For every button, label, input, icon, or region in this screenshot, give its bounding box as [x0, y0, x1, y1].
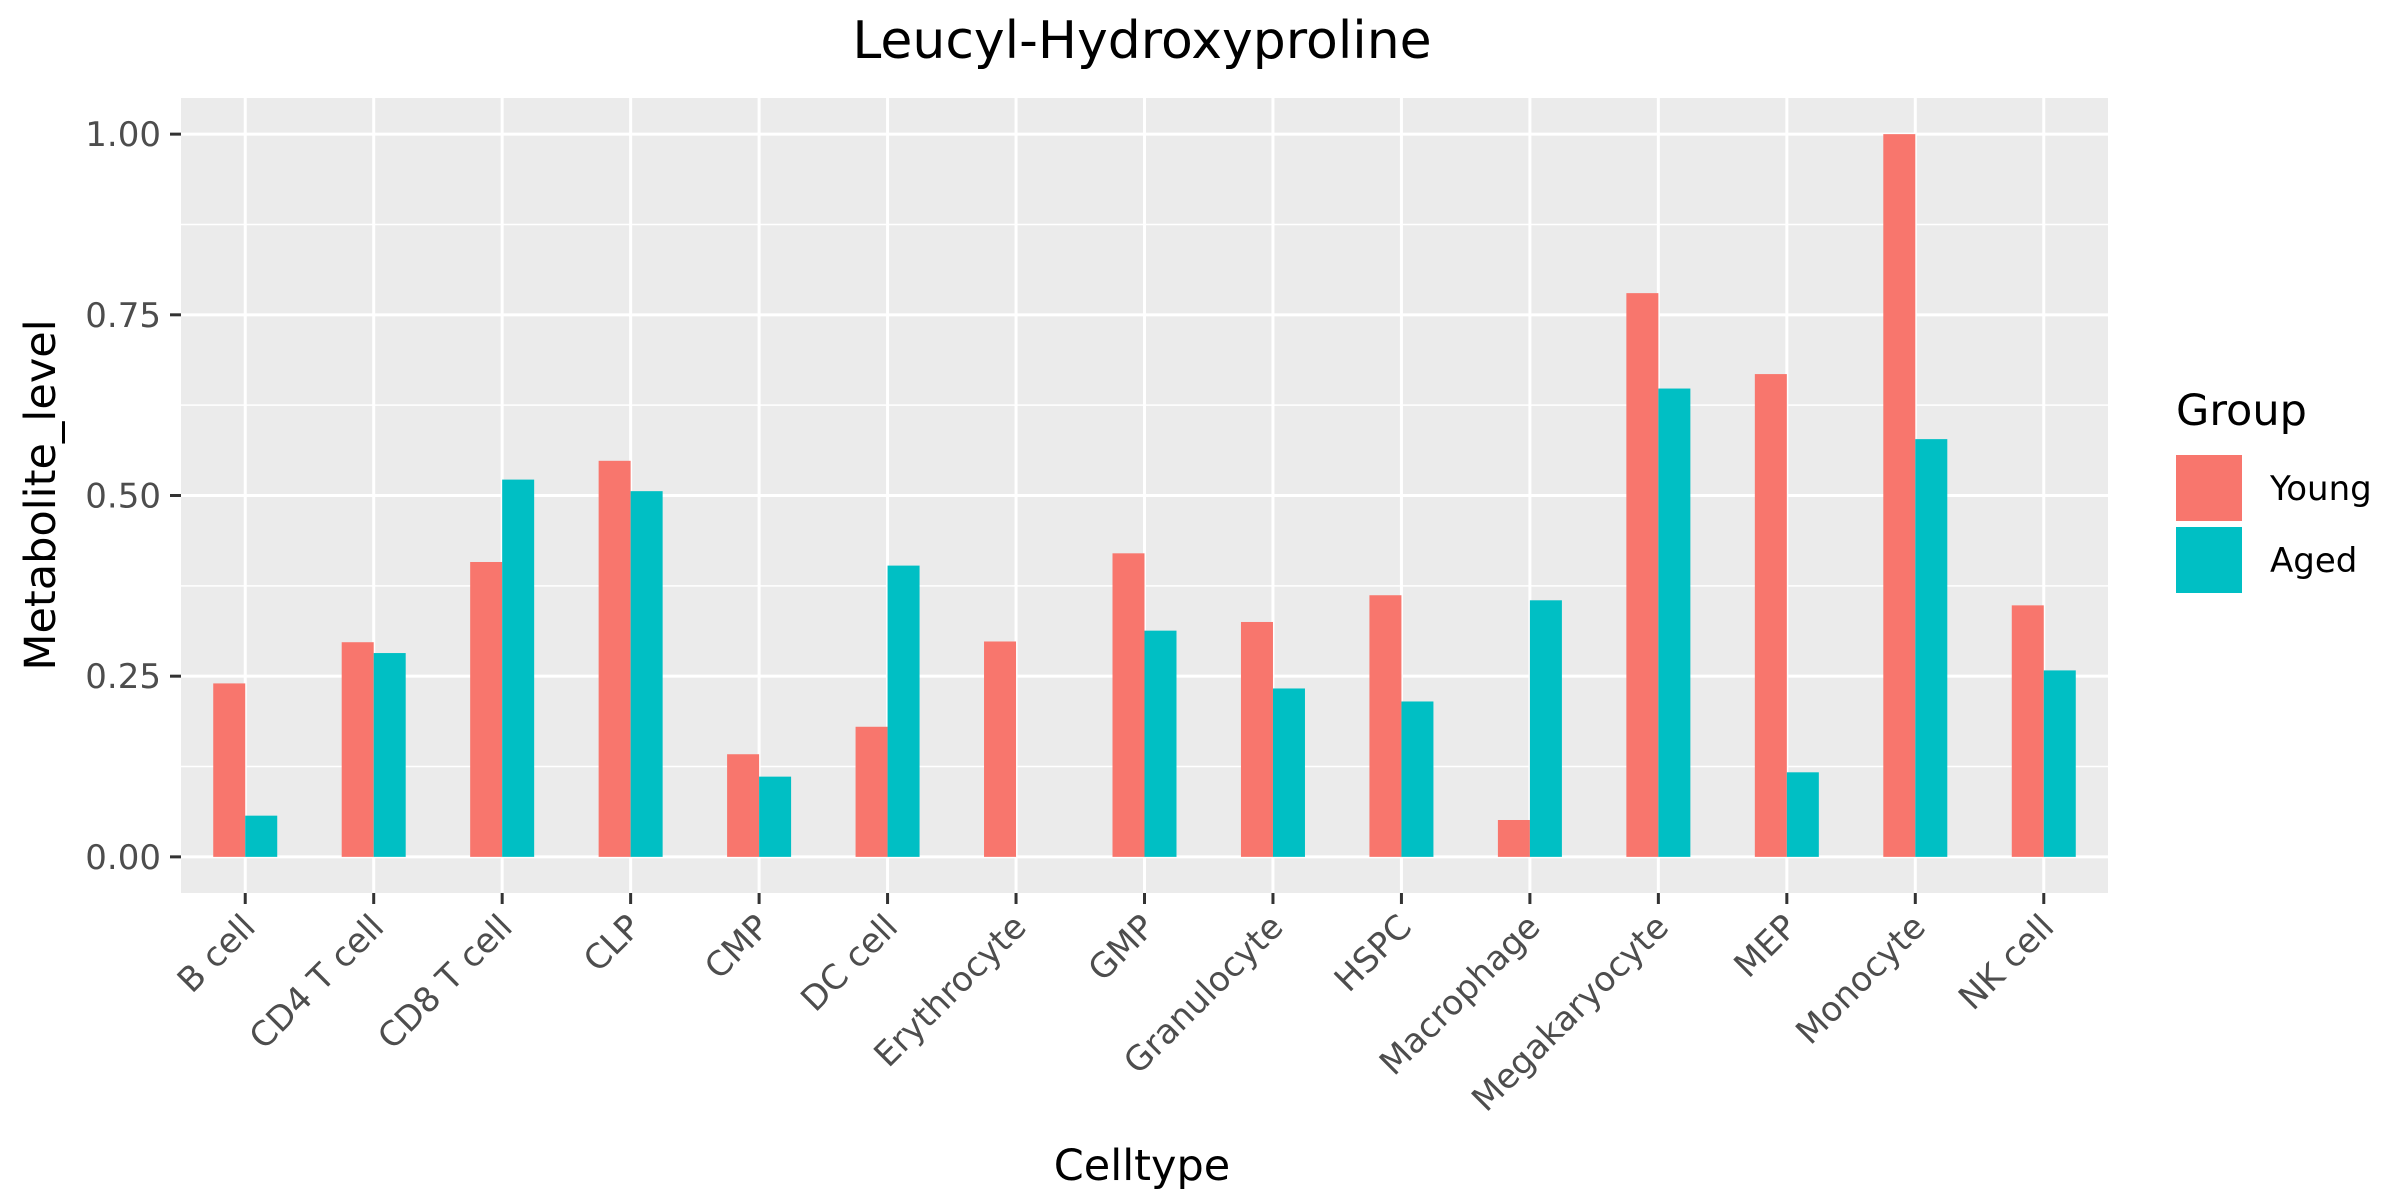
x-tick-label: DC cell	[793, 907, 906, 1020]
bar-young-2	[341, 642, 374, 857]
bar-aged-15	[2043, 670, 2076, 857]
y-axis-title: Metabolite_level	[16, 319, 66, 670]
bar-young-9	[1240, 621, 1273, 857]
x-tick-label: HSPC	[1327, 907, 1420, 1000]
bar-aged-4	[630, 491, 663, 857]
bar-aged-6	[887, 565, 920, 857]
legend-key-young	[2176, 455, 2242, 521]
bar-young-12	[1626, 293, 1659, 857]
bar-aged-8	[1144, 630, 1177, 857]
x-tick-label: GMP	[1081, 907, 1163, 989]
bar-young-15	[2011, 605, 2044, 857]
bar-young-7	[984, 641, 1017, 857]
bar-aged-2	[373, 653, 406, 857]
x-tick-label: CD4 T cell	[242, 907, 392, 1057]
x-tick-label: CD8 T cell	[370, 907, 520, 1057]
legend-title: Group	[2176, 386, 2307, 436]
bar-aged-12	[1658, 388, 1691, 857]
bar-young-13	[1754, 374, 1787, 857]
legend-label-aged: Aged	[2270, 541, 2357, 581]
x-tick-label: Monocyte	[1788, 907, 1933, 1052]
bar-aged-9	[1272, 688, 1305, 857]
bars	[213, 134, 2076, 857]
bar-young-11	[1497, 820, 1530, 857]
x-tick-label: MEP	[1726, 907, 1805, 986]
bar-aged-10	[1401, 701, 1434, 857]
chart-title: Leucyl-Hydroxyproline	[852, 11, 1431, 71]
bar-young-3	[470, 561, 503, 857]
bar-aged-13	[1786, 772, 1819, 857]
bar-young-10	[1369, 595, 1402, 857]
y-tick-label: 0.75	[85, 296, 161, 336]
bar-aged-14	[1915, 439, 1948, 857]
bar-aged-3	[502, 479, 535, 857]
y-axis: 0.00 0.25 0.50 0.75 1.00	[85, 115, 181, 878]
legend: Group Young Aged	[2176, 386, 2372, 593]
x-tick-label: CLP	[576, 907, 649, 980]
bar-aged-11	[1529, 600, 1562, 857]
y-tick-label: 0.00	[85, 838, 161, 878]
bar-young-6	[855, 726, 888, 857]
y-tick-label: 0.50	[85, 477, 161, 517]
bar-aged-5	[759, 776, 792, 857]
x-tick-label: NK cell	[1951, 907, 2062, 1018]
bar-aged-1	[245, 815, 278, 857]
legend-label-young: Young	[2269, 469, 2372, 509]
legend-key-aged	[2176, 527, 2242, 593]
y-tick-label: 1.00	[85, 115, 161, 155]
bar-young-8	[1112, 553, 1145, 857]
bar-young-5	[727, 754, 760, 857]
y-tick-label: 0.25	[85, 657, 161, 697]
bar-young-14	[1883, 134, 1916, 857]
x-tick-label: CMP	[697, 907, 777, 987]
bar-young-1	[213, 683, 246, 857]
bar-young-4	[598, 460, 631, 857]
x-axis-title: Celltype	[1054, 1141, 1230, 1191]
x-tick-label: B cell	[170, 907, 264, 1001]
